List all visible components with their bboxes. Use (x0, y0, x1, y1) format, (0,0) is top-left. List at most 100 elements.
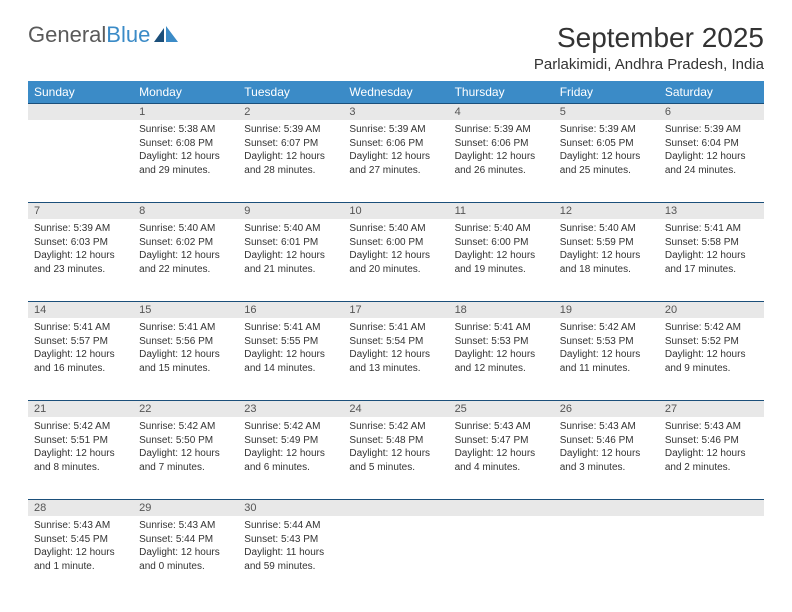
month-title: September 2025 (534, 22, 764, 54)
sunrise-text: Sunrise: 5:39 AM (455, 123, 548, 137)
sunrise-text: Sunrise: 5:43 AM (139, 519, 232, 533)
day-cell: Sunrise: 5:43 AMSunset: 5:47 PMDaylight:… (449, 417, 554, 499)
daylight-text: Daylight: 12 hours and 15 minutes. (139, 348, 232, 375)
day-number-cell: 13 (659, 202, 764, 219)
day-cell: Sunrise: 5:42 AMSunset: 5:50 PMDaylight:… (133, 417, 238, 499)
daylight-text: Daylight: 12 hours and 28 minutes. (244, 150, 337, 177)
sunrise-text: Sunrise: 5:42 AM (139, 420, 232, 434)
day-cell: Sunrise: 5:40 AMSunset: 6:00 PMDaylight:… (343, 219, 448, 301)
week-content-row: Sunrise: 5:42 AM Sunset: 5:51 PM Daylight:… (28, 417, 764, 499)
daylight-text: Daylight: 12 hours and 26 minutes. (455, 150, 548, 177)
day-cell: Sunrise: 5:41 AMSunset: 5:53 PMDaylight:… (449, 318, 554, 400)
daynum-row: 78910111213 (28, 202, 764, 219)
empty-day-cell (449, 516, 554, 598)
sunset-text: Sunset: 5:59 PM (560, 236, 653, 250)
day-number-cell: 23 (238, 400, 343, 417)
day-cell: Sunrise: 5:39 AMSunset: 6:03 PMDaylight:… (28, 219, 133, 301)
sunrise-text: Sunrise: 5:41 AM (139, 321, 232, 335)
weekday-header-row: SundayMondayTuesdayWednesdayThursdayFrid… (28, 81, 764, 104)
day-cell: Sunrise: 5:39 AMSunset: 6:04 PMDaylight:… (659, 120, 764, 202)
day-cell: Sunrise: 5:39 AMSunset: 6:07 PMDaylight:… (238, 120, 343, 202)
calendar-page: GeneralBlue September 2025 Parlakimidi, … (0, 0, 792, 598)
day-number-cell: 6 (659, 104, 764, 121)
day-number-cell: 7 (28, 202, 133, 219)
daylight-text: Daylight: 12 hours and 27 minutes. (349, 150, 442, 177)
day-cell: Sunrise: 5:40 AMSunset: 6:01 PMDaylight:… (238, 219, 343, 301)
daylight-text: Daylight: 12 hours and 20 minutes. (349, 249, 442, 276)
sunset-text: Sunset: 5:58 PM (665, 236, 758, 250)
day-cell: Sunrise: 5:39 AMSunset: 6:06 PMDaylight:… (343, 120, 448, 202)
daylight-text: Daylight: 12 hours and 21 minutes. (244, 249, 337, 276)
sunrise-text: Sunrise: 5:42 AM (349, 420, 442, 434)
day-cell: Sunrise: 5:41 AMSunset: 5:58 PMDaylight:… (659, 219, 764, 301)
daylight-text: Daylight: 12 hours and 2 minutes. (665, 447, 758, 474)
day-number-cell: 1 (133, 104, 238, 121)
sunset-text: Sunset: 5:51 PM (34, 434, 127, 448)
logo: GeneralBlue (28, 22, 180, 48)
daylight-text: Daylight: 12 hours and 6 minutes. (244, 447, 337, 474)
day-cell: Sunrise: 5:40 AMSunset: 6:00 PMDaylight:… (449, 219, 554, 301)
day-number-cell: 17 (343, 301, 448, 318)
day-number-cell: 14 (28, 301, 133, 318)
daylight-text: Daylight: 12 hours and 11 minutes. (560, 348, 653, 375)
sunrise-text: Sunrise: 5:43 AM (665, 420, 758, 434)
day-cell: Sunrise: 5:44 AMSunset: 5:43 PMDaylight:… (238, 516, 343, 598)
daylight-text: Daylight: 12 hours and 3 minutes. (560, 447, 653, 474)
sunset-text: Sunset: 5:57 PM (34, 335, 127, 349)
sunrise-text: Sunrise: 5:44 AM (244, 519, 337, 533)
daylight-text: Daylight: 12 hours and 22 minutes. (139, 249, 232, 276)
logo-text-blue: Blue (106, 22, 150, 48)
sunrise-text: Sunrise: 5:43 AM (560, 420, 653, 434)
weekday-header: Wednesday (343, 81, 448, 104)
day-number-cell: 10 (343, 202, 448, 219)
sunset-text: Sunset: 5:56 PM (139, 335, 232, 349)
sunset-text: Sunset: 5:52 PM (665, 335, 758, 349)
day-number-cell: 20 (659, 301, 764, 318)
sunset-text: Sunset: 5:43 PM (244, 533, 337, 547)
empty-day-cell (554, 516, 659, 598)
day-number-cell: 18 (449, 301, 554, 318)
daylight-text: Daylight: 12 hours and 0 minutes. (139, 546, 232, 573)
daylight-text: Daylight: 12 hours and 5 minutes. (349, 447, 442, 474)
day-cell: Sunrise: 5:38 AMSunset: 6:08 PMDaylight:… (133, 120, 238, 202)
week-content-row: Sunrise: 5:43 AM Sunset: 5:45 PM Daylight:… (28, 516, 764, 598)
day-cell: Sunrise: 5:39 AMSunset: 6:06 PMDaylight:… (449, 120, 554, 202)
sunset-text: Sunset: 6:00 PM (455, 236, 548, 250)
sunrise-text: Sunrise: 5:40 AM (349, 222, 442, 236)
logo-text-gray: General (28, 22, 106, 48)
weekday-header: Tuesday (238, 81, 343, 104)
sunset-text: Sunset: 6:02 PM (139, 236, 232, 250)
daylight-text: Daylight: 12 hours and 29 minutes. (139, 150, 232, 177)
daylight-text: Daylight: 12 hours and 14 minutes. (244, 348, 337, 375)
daynum-row: 123456 (28, 104, 764, 121)
sunset-text: Sunset: 5:53 PM (560, 335, 653, 349)
sunset-text: Sunset: 6:08 PM (139, 137, 232, 151)
day-number-cell: 24 (343, 400, 448, 417)
sunset-text: Sunset: 5:45 PM (34, 533, 127, 547)
sunrise-text: Sunrise: 5:38 AM (139, 123, 232, 137)
daylight-text: Daylight: 12 hours and 7 minutes. (139, 447, 232, 474)
sunrise-text: Sunrise: 5:39 AM (244, 123, 337, 137)
sunset-text: Sunset: 6:04 PM (665, 137, 758, 151)
daynum-row: 21222324252627 (28, 400, 764, 417)
empty-daynum (659, 499, 764, 516)
empty-daynum (28, 104, 133, 121)
day-cell: Sunrise: 5:41 AMSunset: 5:55 PMDaylight:… (238, 318, 343, 400)
day-cell: Sunrise: 5:42 AMSunset: 5:48 PMDaylight:… (343, 417, 448, 499)
daynum-row: 282930 (28, 499, 764, 516)
empty-day-cell (659, 516, 764, 598)
sunset-text: Sunset: 6:07 PM (244, 137, 337, 151)
weekday-header: Monday (133, 81, 238, 104)
day-number-cell: 26 (554, 400, 659, 417)
sunset-text: Sunset: 6:00 PM (349, 236, 442, 250)
sunrise-text: Sunrise: 5:40 AM (560, 222, 653, 236)
sunrise-text: Sunrise: 5:41 AM (244, 321, 337, 335)
sunrise-text: Sunrise: 5:40 AM (139, 222, 232, 236)
sunrise-text: Sunrise: 5:41 AM (665, 222, 758, 236)
daylight-text: Daylight: 12 hours and 17 minutes. (665, 249, 758, 276)
sunset-text: Sunset: 6:06 PM (349, 137, 442, 151)
daylight-text: Daylight: 11 hours and 59 minutes. (244, 546, 337, 573)
sunset-text: Sunset: 6:06 PM (455, 137, 548, 151)
day-number-cell: 9 (238, 202, 343, 219)
daylight-text: Daylight: 12 hours and 18 minutes. (560, 249, 653, 276)
